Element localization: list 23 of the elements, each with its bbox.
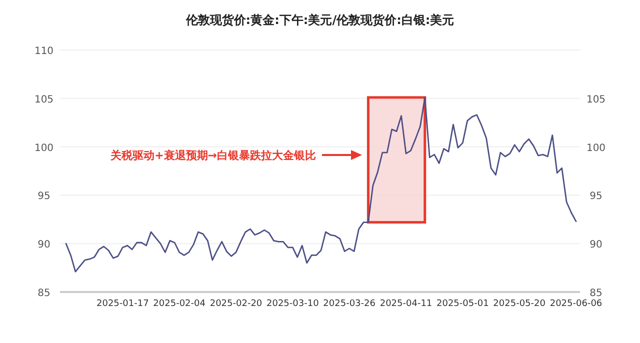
y-tick-label: 100 [34,142,54,154]
y-tick-label: 110 [34,46,54,57]
annotation: 关税驱动+衰退预期→白银暴跌拉大金银比 [110,149,316,162]
chart-title: 伦敦现货价:黄金:下午:美元/伦敦现货价:白银:美元 [184,13,454,27]
y-tick-label: 85 [38,288,50,299]
x-tick-label: 2025-03-10 [266,299,320,309]
y2-tick-label: 100 [586,142,606,154]
x-tick-label: 2025-06-06 [550,299,602,309]
x-tick-label: 2025-05-01 [436,299,489,309]
y-tick-label: 95 [38,191,50,202]
x-tick-label: 2025-02-04 [153,299,206,309]
y-tick-label: 105 [34,94,54,106]
x-tick-label: 2025-02-20 [210,299,262,309]
x-tick-label: 2025-03-26 [323,299,376,309]
x-tick-label: 2025-05-20 [493,299,546,309]
y-tick-label: 90 [38,240,50,251]
x-tick-label: 2025-01-17 [96,299,149,309]
y2-tick-label: 105 [586,94,606,106]
x-tick-label: 2025-04-11 [380,299,432,309]
y2-tick-label: 95 [590,191,602,202]
y2-tick-label: 90 [590,240,602,251]
line-series [65,96,577,272]
y2-tick-label: 85 [590,288,602,299]
